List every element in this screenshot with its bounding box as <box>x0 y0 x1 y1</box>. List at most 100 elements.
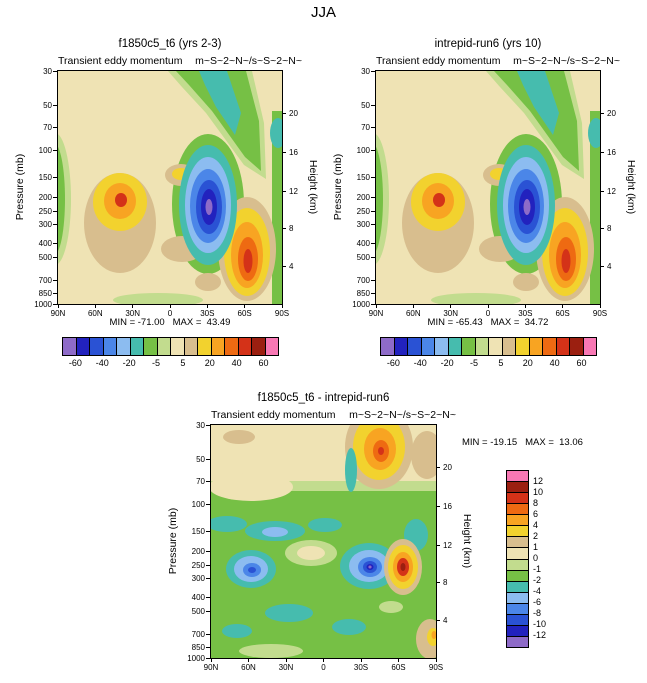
colorbar-cell <box>63 338 76 355</box>
latitude-tick-label: 90S <box>428 663 444 672</box>
colorbar-cell <box>393 338 407 355</box>
pressure-tick <box>371 303 375 305</box>
height-axis-label: Height (km) <box>307 159 319 214</box>
height-tick-label: 12 <box>443 540 452 550</box>
pressure-tick-label: 70 <box>196 476 205 486</box>
colorbar-tick-label: 10 <box>533 487 544 497</box>
pressure-tick-label: 700 <box>38 275 52 285</box>
colorbar-cell <box>116 338 130 355</box>
minmax-stats: MIN = -65.43 MAX = 34.72 <box>427 317 549 328</box>
height-tick <box>600 227 604 229</box>
latitude-tick-label: 60S <box>391 663 406 672</box>
pressure-tick-label: 850 <box>191 642 205 652</box>
latitude-tick-label: 30N <box>443 309 458 318</box>
height-tick-label: 4 <box>443 615 448 625</box>
latitude-tick-label: 30N <box>278 663 294 672</box>
pressure-tick-label: 700 <box>191 629 205 639</box>
panel-top-right: intrepid-run6 (yrs 10) Transient eddy mo… <box>332 38 637 328</box>
height-tick-label: 20 <box>289 109 298 119</box>
pressure-tick <box>53 211 57 213</box>
colorbar-cell <box>507 591 528 603</box>
latitude-tick <box>375 304 377 308</box>
latitude-tick <box>281 304 283 308</box>
pressure-tick <box>371 177 375 179</box>
height-tick <box>282 265 286 267</box>
latitude-tick-label: 60S <box>555 309 570 318</box>
pressure-tick-label: 1000 <box>34 299 52 309</box>
colorbar-tick-label: 20 <box>204 358 215 368</box>
height-tick <box>436 544 440 546</box>
pressure-tick-label: 500 <box>38 253 52 263</box>
latitude-tick <box>285 658 287 662</box>
pressure-tick-label: 400 <box>356 238 370 248</box>
colorbar-tick-label: 8 <box>533 498 539 508</box>
colorbar-tick-label: -20 <box>440 358 454 368</box>
colorbar-cell <box>407 338 421 355</box>
latitude-tick-label: 30S <box>200 309 215 318</box>
pressure-tick-label: 100 <box>356 146 370 156</box>
pressure-tick-label: 300 <box>356 219 370 229</box>
colorbar-tick-label: 0 <box>533 553 539 563</box>
pressure-tick <box>371 70 375 72</box>
latitude-tick-label: 0 <box>485 309 491 318</box>
pressure-tick <box>53 196 57 198</box>
latitude-tick <box>57 304 59 308</box>
colorbar-tick-label: 40 <box>549 358 560 368</box>
pressure-tick-label: 300 <box>191 573 205 583</box>
height-tick <box>436 467 440 469</box>
colorbar-tick-label: 5 <box>180 358 186 368</box>
colorbar-cell <box>507 536 528 548</box>
pressure-tick <box>53 177 57 179</box>
colorbar-cell <box>197 338 211 355</box>
latitude-tick <box>169 304 171 308</box>
height-tick <box>282 113 286 115</box>
height-tick <box>600 113 604 115</box>
pressure-tick-label: 70 <box>361 122 370 132</box>
colorbar-cell <box>89 338 103 355</box>
colorbar-cell <box>507 514 528 526</box>
latitude-tick <box>248 658 249 662</box>
pressure-tick-label: 300 <box>38 219 52 229</box>
pressure-tick <box>53 292 57 294</box>
colorbar-tick-label: -5 <box>152 358 161 368</box>
pressure-tick <box>371 126 375 128</box>
colorbar-cell <box>569 338 583 355</box>
colorbar-tick-label: 2 <box>533 531 539 541</box>
pressure-tick <box>206 611 210 613</box>
height-tick-label: 8 <box>443 577 448 587</box>
colorbar-cell <box>507 481 528 493</box>
pressure-tick <box>206 633 210 635</box>
pressure-tick-label: 100 <box>38 146 52 156</box>
colorbar-tick-label: -2 <box>533 575 542 585</box>
latitude-tick <box>360 658 362 662</box>
colorbar-tick-label: -20 <box>122 358 136 368</box>
pressure-tick-label: 100 <box>191 500 205 510</box>
colorbar-top-right: -60 -40 -20 -5 5 20 40 60 <box>380 337 597 368</box>
height-tick <box>600 151 604 153</box>
colorbar-cell <box>434 338 448 355</box>
pressure-tick <box>206 480 210 482</box>
pressure-tick <box>371 211 375 213</box>
pressure-tick-label: 70 <box>43 122 52 132</box>
colorbar-cell <box>224 338 238 355</box>
season-title: JJA <box>310 4 336 21</box>
colorbar-top-left: -60 -40 -20 -5 5 20 40 60 <box>62 337 279 368</box>
colorbar-cell <box>507 471 528 482</box>
colorbar-cell <box>488 338 502 355</box>
panel-subtitle-field: Transient eddy momentum <box>211 409 336 421</box>
pressure-tick <box>371 150 375 152</box>
colorbar-cell <box>507 558 528 570</box>
colorbar-tick-label: -60 <box>386 358 400 368</box>
pressure-tick <box>206 458 210 460</box>
pressure-axis-label: Pressure (mb) <box>167 507 179 574</box>
latitude-tick <box>132 304 134 308</box>
latitude-tick-label: 90S <box>592 309 608 318</box>
pressure-tick <box>371 279 375 281</box>
pressure-tick-label: 250 <box>356 207 370 217</box>
panel-subtitle-units: m~S~2~N~/s~S~2~N~ <box>349 409 456 421</box>
colorbar-cell <box>447 338 461 355</box>
colorbar-tick-label: -60 <box>68 358 82 368</box>
latitude-tick-label: 60S <box>237 309 252 318</box>
pressure-tick-label: 250 <box>38 207 52 217</box>
